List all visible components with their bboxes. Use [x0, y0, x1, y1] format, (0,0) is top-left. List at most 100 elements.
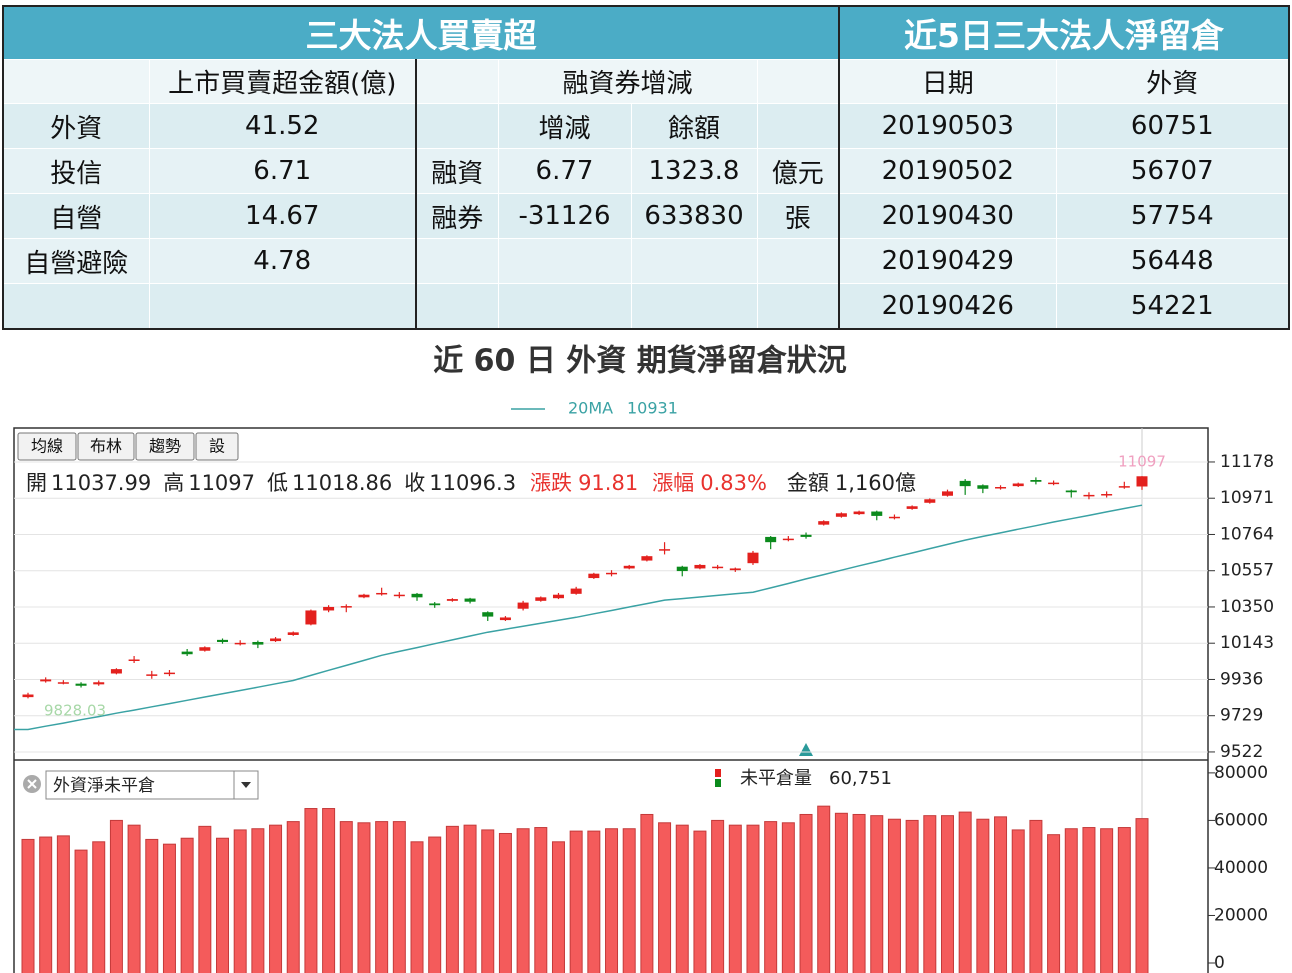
tool-button[interactable] [135, 432, 195, 461]
candle-body [1118, 486, 1130, 488]
table-cell: 近5日三大法人淨留倉 [838, 5, 1290, 60]
legend-label: 未平倉量 [740, 768, 812, 789]
bar [534, 827, 548, 973]
candle-body [995, 487, 1007, 489]
dropdown-text: 外資淨未平倉 [53, 776, 155, 796]
dropdown[interactable] [45, 770, 259, 800]
bar [728, 824, 742, 973]
candle-body [747, 552, 759, 564]
bar [587, 830, 601, 973]
bar [834, 812, 848, 973]
table-cell [497, 238, 632, 284]
bar [1135, 818, 1149, 973]
candle-body [217, 639, 229, 642]
table-cell: 14.67 [148, 193, 417, 239]
table-cell: 20190429 [838, 238, 1057, 284]
bar [304, 808, 318, 973]
ohlc-info: 開 11037.99 高 11097 低 11018.86 收 11096.3 漲跌 91.81 漲… [26, 471, 916, 495]
candle-body [411, 593, 423, 598]
candle-body [482, 612, 494, 617]
table-cell [2, 59, 150, 104]
y-tick-label: 9729 [1220, 706, 1263, 726]
candle-body [853, 511, 865, 515]
bar [145, 838, 159, 973]
table-cell: 56707 [1055, 148, 1290, 194]
y-tick-label: 10764 [1220, 524, 1274, 544]
tool-button[interactable] [195, 432, 239, 461]
bar [622, 828, 636, 973]
table-cell [756, 283, 840, 330]
bar [1100, 828, 1114, 973]
table-cell: 張 [756, 193, 840, 239]
bar [887, 818, 901, 973]
table-cell: 1323.8 [630, 148, 758, 194]
candle-body [570, 588, 582, 594]
bar [269, 824, 283, 973]
table-cell [756, 103, 840, 149]
table-cell: 20190426 [838, 283, 1057, 330]
marker-triangle [799, 743, 813, 756]
table-cell: 54221 [1055, 283, 1290, 330]
bar [92, 841, 106, 973]
candle-body [110, 669, 122, 674]
info-item: 11018.86 [292, 471, 392, 495]
info-item: 金額 [787, 471, 829, 495]
close-icon[interactable] [23, 775, 41, 793]
info-item: 低 [267, 471, 288, 495]
chart-frame [13, 427, 1209, 973]
table-cell [630, 283, 758, 330]
table-cell [497, 283, 632, 330]
price-panel: 11178 10971 10764 10557 10350 10143 9936 9729 95… [14, 399, 1274, 762]
y-tick-label: 0 [1214, 953, 1225, 973]
candle-body [1101, 494, 1113, 496]
bar [251, 828, 265, 973]
bar [958, 811, 972, 973]
candle-body [782, 538, 794, 541]
bar [764, 821, 778, 973]
table-cell [415, 103, 499, 149]
candle-body [888, 516, 900, 519]
table-cell: 投信 [2, 148, 150, 194]
candle-body [305, 610, 317, 625]
y-tick-label: 80000 [1214, 763, 1268, 783]
table-row: 上市買賣超金額(億) 融資券增減 日期 外資 [2, 59, 1290, 104]
candle-body [340, 606, 352, 608]
candle-body [1012, 483, 1024, 487]
table-cell: 6.77 [497, 148, 632, 194]
bar [923, 815, 937, 973]
legend-icon-top [715, 769, 721, 777]
y-tick-label: 11178 [1220, 452, 1274, 472]
bar [940, 815, 954, 973]
candle-body [128, 659, 140, 661]
table-cell: 633830 [630, 193, 758, 239]
bar [286, 821, 300, 973]
candle-body [906, 506, 918, 509]
info-item: 1,160億 [835, 471, 916, 495]
y-tick-label: 9522 [1220, 742, 1263, 762]
bar [1047, 834, 1061, 973]
bar [781, 822, 795, 973]
bar [109, 819, 123, 973]
tool-button[interactable] [17, 432, 77, 461]
bar [1082, 827, 1096, 973]
candle-body [659, 549, 671, 551]
info-item: 開 [26, 471, 47, 495]
candle-body [835, 513, 847, 517]
candle-body [800, 534, 812, 537]
table-row: 外資 41.52 增減 餘額 20190503 60751 [2, 103, 1290, 149]
tool-button[interactable] [77, 432, 135, 461]
chart-title: 近 60 日 外資 期貨淨留倉狀況 [433, 344, 847, 379]
candle-body [606, 572, 618, 575]
candle-body [57, 682, 69, 684]
candle-body [676, 566, 688, 572]
table-cell: 20190430 [838, 193, 1057, 239]
candle-body [694, 564, 706, 569]
bar [428, 836, 442, 973]
candle-body [199, 647, 211, 651]
legend-icon-bottom [715, 779, 721, 787]
bar [852, 813, 866, 973]
close-icon-x [27, 779, 37, 789]
table-cell [415, 283, 499, 330]
y-tick-label: 10557 [1220, 561, 1274, 581]
